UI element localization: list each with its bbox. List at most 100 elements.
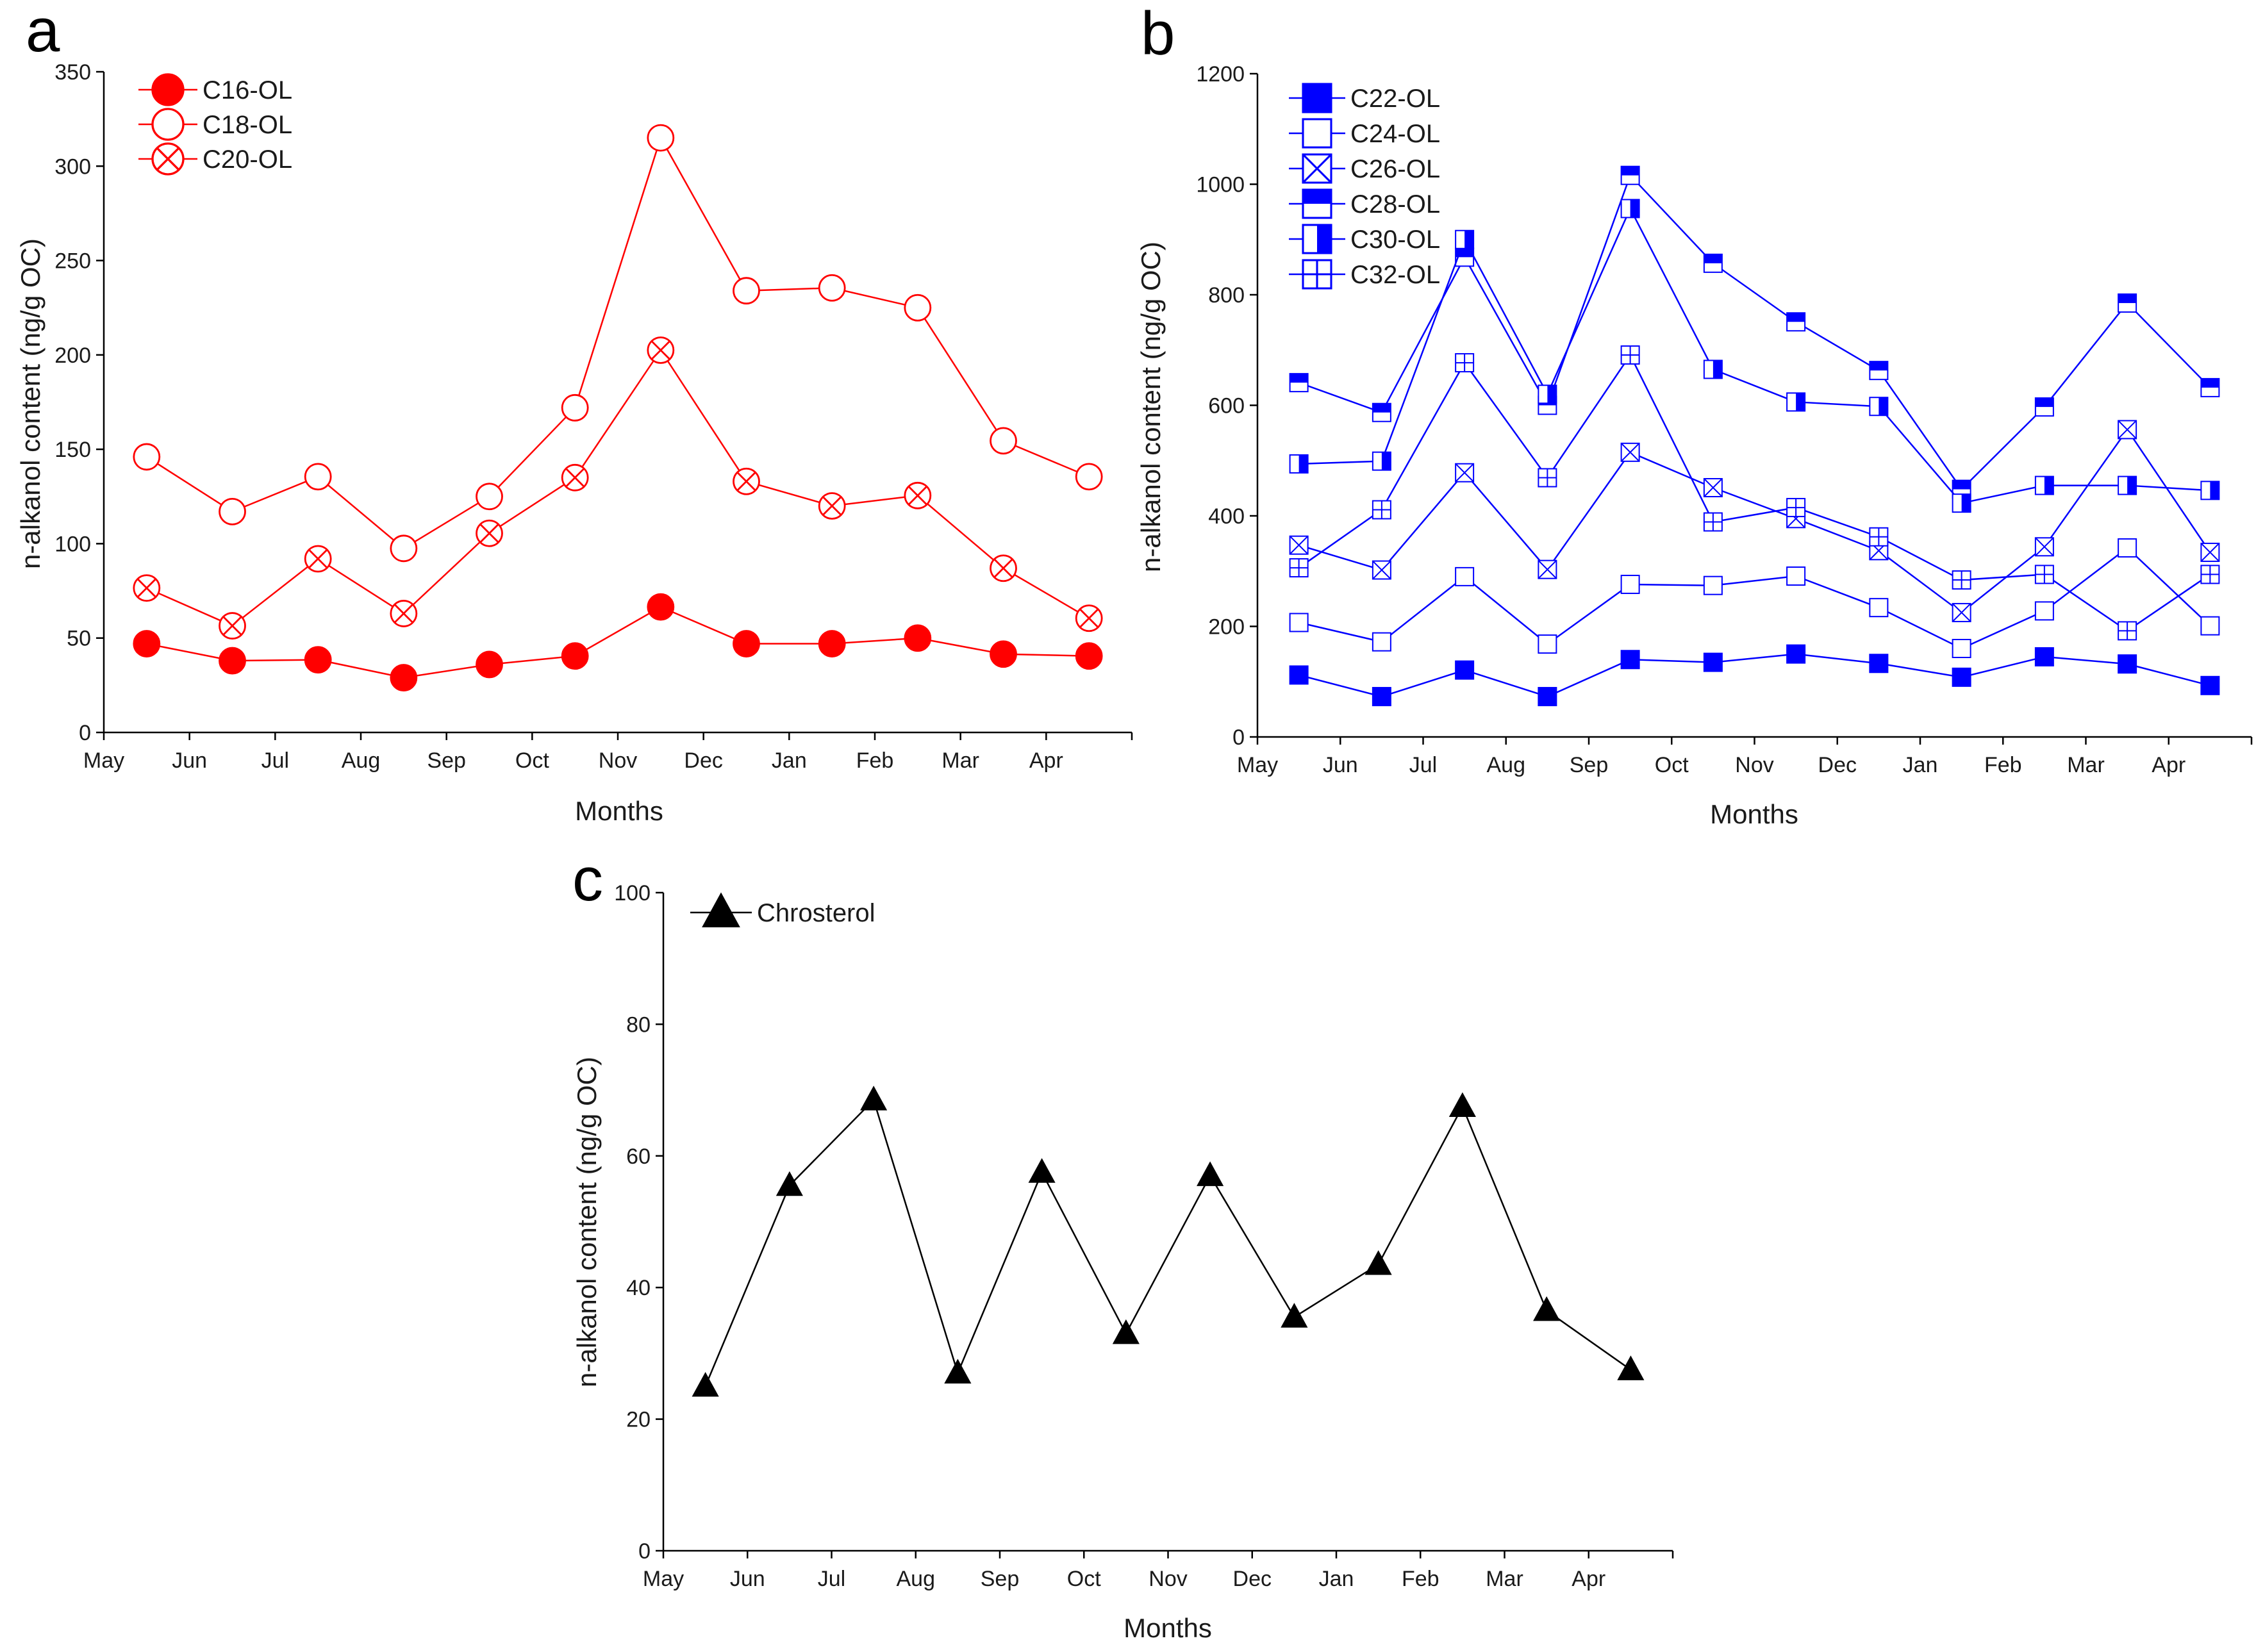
panel-b-x-tick-label: Jun bbox=[1323, 753, 1358, 777]
legend-item-chrosterol: Chrosterol bbox=[690, 892, 875, 928]
legend-label-c26-ol: C26-OL bbox=[1350, 155, 1440, 183]
panel-a-x-tick-label: Jan bbox=[772, 748, 807, 773]
series-c30-ol-point bbox=[1952, 493, 1971, 513]
panel-a-x-tick-label: Aug bbox=[342, 748, 381, 773]
panel-a-x-ticks: May Jun Jul Aug Sep Oct Nov Dec Jan Feb Mar Apr bbox=[83, 732, 1133, 773]
series-c18-ol-line bbox=[146, 135, 1090, 550]
panel-c-x-tick-label: Jun bbox=[730, 1567, 765, 1591]
series-c24-ol-point bbox=[2118, 538, 2137, 558]
panel-a-y-title: n-alkanol content (ng/g OC) bbox=[15, 238, 46, 569]
panel-b-y-tick-label: 600 bbox=[1208, 394, 1245, 418]
panel-b-letter: b bbox=[1141, 0, 1175, 68]
series-c30-ol bbox=[1289, 199, 2220, 513]
series-c18-ol-point bbox=[561, 393, 589, 422]
series-c32-ol-point bbox=[1455, 353, 1475, 373]
panel-c-x-tick-label: Dec bbox=[1233, 1567, 1272, 1591]
series-c24-ol-point bbox=[1786, 566, 1806, 586]
legend-item-c16-ol: C16-OL bbox=[138, 73, 292, 106]
legend-marker-c16-ol bbox=[151, 73, 185, 106]
series-c26-ol-point bbox=[1703, 478, 1723, 498]
panel-a-x-tick-label: May bbox=[83, 748, 124, 773]
panel-c-y-ticks: 0 20 40 60 80 100 bbox=[614, 881, 663, 1564]
panel-c-x-tick-label: Aug bbox=[897, 1567, 936, 1591]
series-c20-ol-point bbox=[476, 519, 503, 547]
series-c32-ol-point bbox=[1703, 512, 1723, 532]
series-c28-ol-point bbox=[1289, 373, 1309, 393]
series-c30-ol-point bbox=[2118, 475, 2137, 495]
panel-a-x-tick-label: Jul bbox=[261, 748, 289, 773]
series-c18-ol-point bbox=[476, 483, 503, 511]
panel-b-x-tick-label: Nov bbox=[1735, 753, 1773, 777]
series-c22-ol-point bbox=[1786, 644, 1806, 664]
series-c16-ol-point bbox=[904, 624, 932, 652]
series-c22-ol-point bbox=[1372, 687, 1391, 707]
series-c20-ol-point bbox=[390, 600, 418, 627]
legend-label-c18-ol: C18-OL bbox=[203, 111, 292, 139]
series-c30-ol-point bbox=[1372, 451, 1391, 471]
series-c30-ol-point bbox=[1289, 454, 1309, 474]
series-c18-ol-point bbox=[219, 497, 246, 525]
legend-item-c20-ol: C20-OL bbox=[138, 142, 292, 176]
series-c32-ol-point bbox=[1952, 570, 1971, 590]
panel-a-y-tick-label: 0 bbox=[79, 721, 91, 745]
panel-a: a 0 50 100 150 200 250 300 350 May Jun Jul Aug Sep O… bbox=[15, 0, 1133, 826]
series-c28-ol-point bbox=[1620, 165, 1640, 185]
panel-a-y-tick-label: 150 bbox=[54, 438, 91, 462]
series-chrosterol-point bbox=[1533, 1296, 1561, 1321]
series-c22-ol bbox=[1289, 644, 2220, 707]
series-c26-ol-point bbox=[1620, 442, 1640, 462]
series-c32-ol-point bbox=[1620, 345, 1640, 365]
panel-b-y-title: n-alkanol content (ng/g OC) bbox=[1136, 242, 1166, 572]
legend-label-c30-ol: C30-OL bbox=[1350, 226, 1440, 254]
series-c16-ol-point bbox=[133, 630, 161, 657]
series-c16-ol-point bbox=[219, 647, 246, 675]
series-c16-ol-point bbox=[476, 650, 503, 679]
series-c32-ol-line bbox=[1298, 353, 2211, 632]
legend-label-c20-ol: C20-OL bbox=[203, 145, 292, 174]
series-chrosterol-point bbox=[1617, 1355, 1645, 1380]
series-c22-ol-point bbox=[1952, 667, 1971, 687]
series-c32-ol-point bbox=[1869, 527, 1889, 547]
series-c24-ol-point bbox=[1455, 566, 1475, 586]
series-c16-ol-point bbox=[390, 664, 418, 691]
panel-b-x-tick-label: Jul bbox=[1409, 753, 1437, 777]
legend-label-c28-ol: C28-OL bbox=[1350, 190, 1440, 219]
panel-b-y-tick-label: 200 bbox=[1208, 615, 1245, 640]
series-c28-ol-point bbox=[1786, 312, 1806, 332]
series-c26-ol-point bbox=[2034, 537, 2054, 557]
series-c30-ol-point bbox=[2034, 475, 2054, 495]
series-c20-ol-point bbox=[647, 336, 675, 364]
series-c32-ol-point bbox=[1786, 498, 1806, 518]
legend-marker-c24-ol bbox=[1302, 118, 1332, 149]
panel-c-y-title: n-alkanol content (ng/g OC) bbox=[572, 1057, 602, 1387]
legend-marker-c26-ol bbox=[1302, 153, 1332, 184]
legend-marker-c20-ol bbox=[151, 142, 185, 176]
series-c18-ol-point bbox=[1075, 463, 1103, 491]
series-c22-ol-point bbox=[1869, 654, 1889, 673]
series-c24-ol-point bbox=[1869, 598, 1889, 618]
series-c16-ol-point bbox=[561, 642, 589, 670]
series-chrosterol-point bbox=[1448, 1092, 1476, 1118]
series-c20-ol-line bbox=[146, 349, 1090, 627]
series-c24-ol-point bbox=[1620, 574, 1640, 594]
series-c26-ol-point bbox=[1289, 535, 1309, 555]
series-c24-ol-point bbox=[2200, 616, 2220, 636]
panel-c-x-tick-label: Oct bbox=[1067, 1567, 1101, 1591]
panel-c-x-tick-label: Jul bbox=[818, 1567, 845, 1591]
panel-a-x-tick-label: Oct bbox=[515, 748, 549, 773]
panel-b-y-tick-label: 0 bbox=[1232, 725, 1245, 750]
series-c20-ol-point bbox=[733, 467, 760, 495]
series-c22-ol-point bbox=[1455, 660, 1475, 680]
panel-b-y-tick-label: 1000 bbox=[1196, 173, 1245, 197]
panel-c-x-ticks: May Jun Jul Aug Sep Oct Nov Dec Jan Feb Mar Apr bbox=[643, 1551, 1674, 1591]
legend-label-chrosterol: Chrosterol bbox=[757, 899, 875, 927]
series-chrosterol-point bbox=[1281, 1303, 1308, 1328]
series-chrosterol-point bbox=[1197, 1161, 1224, 1186]
series-c16-ol-point bbox=[733, 630, 760, 657]
series-c32-ol-point bbox=[1289, 558, 1309, 578]
series-c32-ol bbox=[1289, 345, 2220, 641]
series-c22-ol-point bbox=[1620, 650, 1640, 670]
series-chrosterol-point bbox=[1028, 1158, 1056, 1183]
panel-c: c 0 20 40 60 80 100 May Jun Jul Aug Sep Oct Nov Dec J… bbox=[572, 845, 1674, 1643]
